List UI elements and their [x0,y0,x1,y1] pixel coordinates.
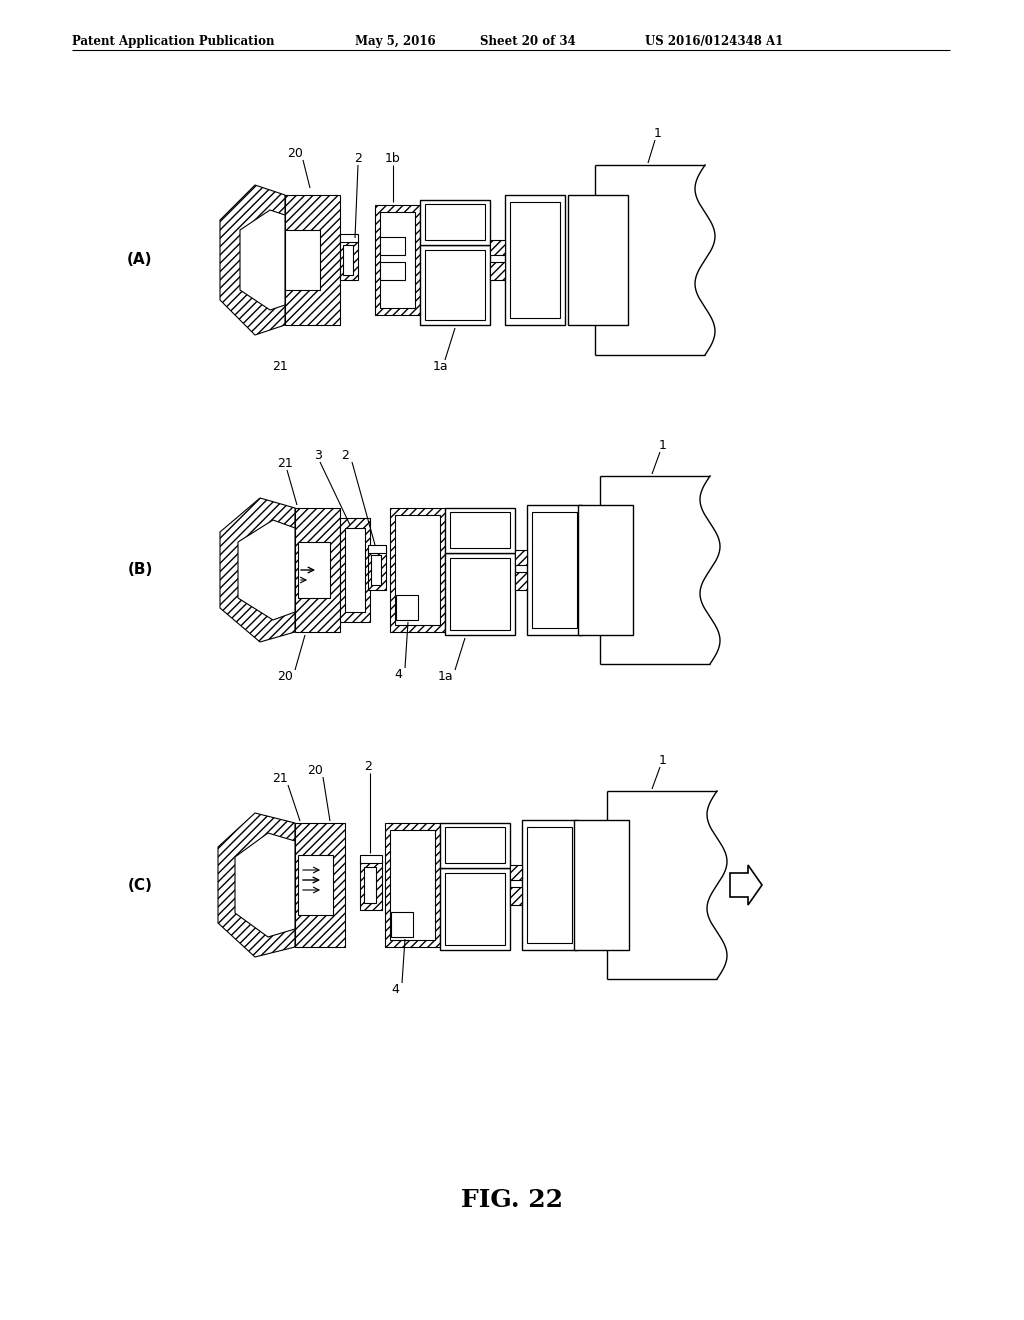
Bar [380,238,406,255]
Bar [445,828,505,863]
Bar [574,820,629,950]
Text: (B): (B) [127,562,153,578]
Bar [368,550,386,590]
Polygon shape [218,813,295,957]
Text: 4: 4 [394,668,402,681]
Bar [380,213,415,308]
Bar [375,205,420,315]
Bar [532,512,577,628]
Bar [390,508,445,632]
Polygon shape [600,477,720,664]
Text: 4: 4 [391,983,399,997]
Bar [515,550,527,565]
Bar [450,558,510,630]
Text: 1: 1 [659,440,667,451]
Text: Sheet 20 of 34: Sheet 20 of 34 [480,36,575,48]
Bar [420,201,490,246]
Bar [285,230,319,290]
Bar [295,822,345,946]
Bar [340,240,358,280]
Bar [295,508,340,632]
Bar [285,195,340,325]
Polygon shape [240,210,285,310]
Bar [298,543,330,598]
Text: 21: 21 [272,360,288,374]
Bar [440,822,510,869]
Bar [527,828,572,942]
Bar [360,861,382,909]
Bar [515,572,527,590]
Text: (C): (C) [128,878,153,892]
Polygon shape [220,185,285,335]
Bar [340,517,370,622]
Bar [360,855,382,863]
Text: FIG. 22: FIG. 22 [461,1188,563,1212]
Bar [522,820,577,950]
Bar [445,508,515,553]
Bar [445,553,515,635]
Text: 1a: 1a [432,360,447,374]
Bar [510,202,560,318]
Text: (A): (A) [127,252,153,268]
Text: 1: 1 [654,127,662,140]
Text: 20: 20 [307,764,323,777]
Bar [396,595,418,620]
Text: Patent Application Publication: Patent Application Publication [72,36,274,48]
Text: 21: 21 [278,457,293,470]
Text: 1a: 1a [437,671,453,682]
Bar [343,246,353,275]
Text: 2: 2 [365,760,372,774]
Bar [505,195,565,325]
Bar [395,515,440,624]
Text: 21: 21 [272,772,288,785]
Text: 1: 1 [659,754,667,767]
Polygon shape [607,791,727,979]
Bar [578,506,633,635]
Polygon shape [595,165,715,355]
Text: 3: 3 [314,449,322,462]
Bar [568,195,628,325]
Bar [345,528,365,612]
Text: May 5, 2016: May 5, 2016 [355,36,435,48]
Bar [368,545,386,553]
Bar [371,554,381,585]
Bar [425,249,485,319]
Polygon shape [220,498,295,642]
Bar [385,822,440,946]
Text: 2: 2 [341,449,349,462]
Bar [490,240,505,255]
Bar [420,246,490,325]
Bar [490,261,505,280]
Text: 20: 20 [287,147,303,160]
Bar [391,912,413,937]
Bar [445,873,505,945]
Bar [380,261,406,280]
Polygon shape [238,520,295,620]
Text: US 2016/0124348 A1: US 2016/0124348 A1 [645,36,783,48]
Polygon shape [730,865,762,906]
Bar [298,855,333,915]
Bar [390,830,435,940]
Bar [340,234,358,242]
Text: 20: 20 [278,671,293,682]
Polygon shape [234,833,295,937]
Bar [440,869,510,950]
Text: 1b: 1b [385,152,400,165]
Bar [364,867,376,903]
Bar [510,887,522,906]
Bar [425,205,485,240]
Text: 2: 2 [354,152,361,165]
Bar [510,865,522,880]
Bar [450,512,510,548]
Bar [527,506,582,635]
